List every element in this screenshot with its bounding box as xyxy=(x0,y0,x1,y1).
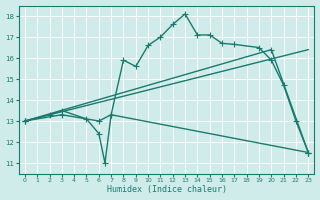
X-axis label: Humidex (Indice chaleur): Humidex (Indice chaleur) xyxy=(107,185,227,194)
